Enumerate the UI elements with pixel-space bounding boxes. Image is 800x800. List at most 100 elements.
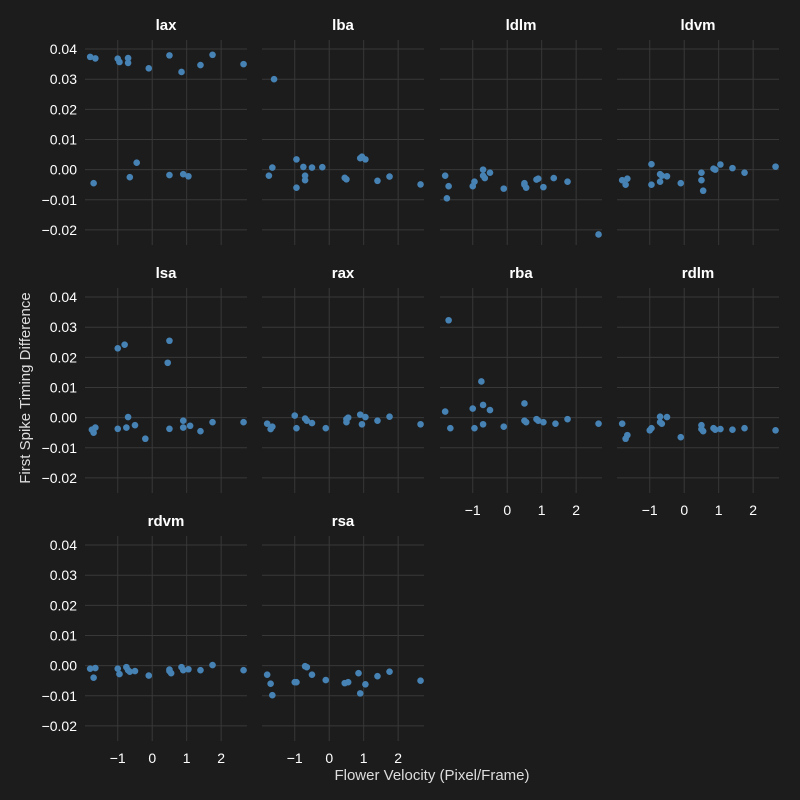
y-tick-label: 0.03 [50, 567, 77, 583]
data-point [166, 337, 173, 345]
data-point [622, 181, 629, 189]
data-point [534, 175, 542, 182]
data-point [677, 433, 685, 441]
data-point [269, 423, 276, 430]
data-point [479, 166, 487, 173]
data-point [648, 181, 655, 189]
data-point [209, 661, 216, 669]
data-point [301, 176, 309, 184]
y-tick-label: 0.00 [50, 658, 77, 674]
data-point [185, 172, 192, 180]
data-point [729, 164, 736, 172]
data-point [698, 169, 705, 176]
data-point [711, 426, 719, 433]
y-tick-label: 0.01 [50, 627, 77, 643]
data-point [698, 176, 705, 184]
panel-title: rdlm [682, 265, 715, 282]
data-point [522, 418, 530, 426]
data-point [445, 316, 452, 324]
data-point [90, 674, 97, 681]
data-point [131, 667, 139, 675]
data-point [356, 411, 364, 418]
panel-title: rdvm [148, 513, 185, 530]
data-point [486, 169, 494, 176]
data-point [142, 435, 149, 443]
data-point [344, 414, 352, 421]
data-point [322, 676, 330, 684]
x-tick-label: 1 [538, 502, 546, 518]
y-tick-label: 0.03 [50, 319, 77, 335]
data-point [469, 405, 477, 412]
data-point [362, 413, 369, 421]
y-tick-label: 0.01 [50, 379, 77, 395]
x-tick-label: 2 [572, 502, 580, 518]
data-point [540, 183, 547, 191]
data-point [263, 420, 271, 427]
data-point [656, 413, 664, 421]
data-point [145, 672, 153, 679]
panel-title: rax [332, 265, 355, 282]
data-point [197, 666, 204, 674]
data-point [500, 185, 508, 192]
data-point [240, 418, 247, 426]
panel-title: lba [332, 17, 354, 34]
y-tick-label: 0.02 [50, 349, 77, 365]
data-point [648, 160, 655, 168]
data-point [479, 420, 487, 428]
y-tick-label: 0.01 [50, 131, 77, 147]
data-point [729, 426, 736, 433]
data-point [564, 178, 571, 185]
y-tick-label: −0.02 [42, 718, 78, 734]
data-point [500, 423, 508, 430]
data-point [179, 424, 187, 431]
x-tick-label: 1 [715, 502, 723, 518]
x-tick-label: 2 [217, 750, 225, 766]
data-point [269, 164, 276, 171]
data-point [443, 194, 451, 202]
data-point [540, 418, 547, 426]
data-point [417, 677, 424, 685]
data-point [197, 427, 204, 435]
panel-title: lax [156, 17, 178, 34]
data-point [595, 420, 602, 427]
y-tick-label: 0.02 [50, 101, 77, 117]
data-point [86, 53, 94, 61]
data-point [166, 171, 173, 179]
data-point [699, 187, 707, 195]
panel-title: rsa [332, 513, 355, 530]
x-tick-label: 1 [183, 750, 191, 766]
data-point [145, 65, 153, 72]
x-tick-label: 0 [503, 502, 511, 518]
data-point [116, 670, 123, 678]
data-point [356, 690, 364, 697]
data-point [374, 672, 381, 680]
data-point [92, 424, 99, 431]
data-point [114, 344, 122, 352]
data-point [521, 400, 528, 407]
data-point [240, 666, 247, 674]
data-point [164, 359, 172, 367]
data-point [656, 178, 664, 185]
data-point [471, 178, 478, 185]
data-point [343, 175, 350, 183]
data-point [186, 422, 194, 430]
data-point [717, 161, 724, 168]
x-tick-label: −1 [642, 502, 658, 518]
data-point [479, 401, 487, 409]
y-axis-title: First Spike Timing Difference [17, 292, 34, 483]
data-point [124, 54, 132, 62]
y-tick-label: −0.02 [42, 470, 78, 486]
data-point [303, 417, 311, 424]
data-point [116, 58, 123, 66]
data-point [300, 163, 307, 171]
y-tick-label: 0.04 [50, 289, 77, 305]
data-point [486, 406, 494, 414]
data-point [386, 173, 393, 180]
data-point [121, 341, 128, 348]
data-point [445, 182, 452, 190]
x-tick-label: −1 [465, 502, 481, 518]
data-point [322, 424, 330, 432]
data-point [658, 420, 666, 427]
data-point [270, 75, 278, 83]
